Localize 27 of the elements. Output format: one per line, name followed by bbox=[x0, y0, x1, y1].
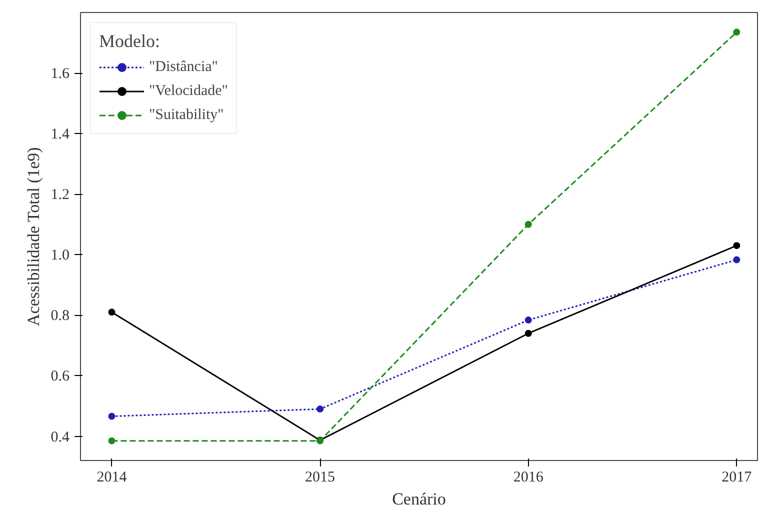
x-tick-label: 2017 bbox=[722, 470, 752, 486]
y-tick-label: 1.4 bbox=[50, 126, 70, 143]
point bbox=[108, 308, 116, 316]
y-tick-label: 0.6 bbox=[50, 368, 70, 385]
legend-label: "Distância" bbox=[149, 58, 218, 76]
x-tick-label: 2016 bbox=[513, 470, 544, 486]
y-axis-title: Acessibilidade Total (1e9) bbox=[24, 147, 43, 326]
y-tick-label: 0.4 bbox=[50, 429, 70, 446]
legend-title: Modelo: bbox=[99, 31, 161, 52]
y-tick-label: 1.6 bbox=[50, 66, 70, 82]
x-tick-label: 2014 bbox=[96, 470, 128, 486]
point bbox=[733, 28, 740, 36]
x-tick-label: 2015 bbox=[305, 470, 336, 486]
point bbox=[524, 316, 532, 324]
point bbox=[316, 406, 324, 413]
point bbox=[733, 256, 740, 264]
y-tick-label: 1.0 bbox=[50, 248, 70, 264]
point bbox=[524, 330, 532, 337]
point bbox=[108, 437, 116, 444]
legend-label: "Suitability" bbox=[149, 106, 224, 124]
y-tick-label: 1.2 bbox=[50, 187, 70, 204]
legend-label: "Velocidade" bbox=[149, 82, 228, 100]
point bbox=[524, 220, 532, 228]
point bbox=[108, 412, 116, 420]
y-tick-label: 0.8 bbox=[50, 308, 70, 324]
x-axis-title: Cenário bbox=[392, 490, 446, 508]
point bbox=[733, 242, 740, 250]
